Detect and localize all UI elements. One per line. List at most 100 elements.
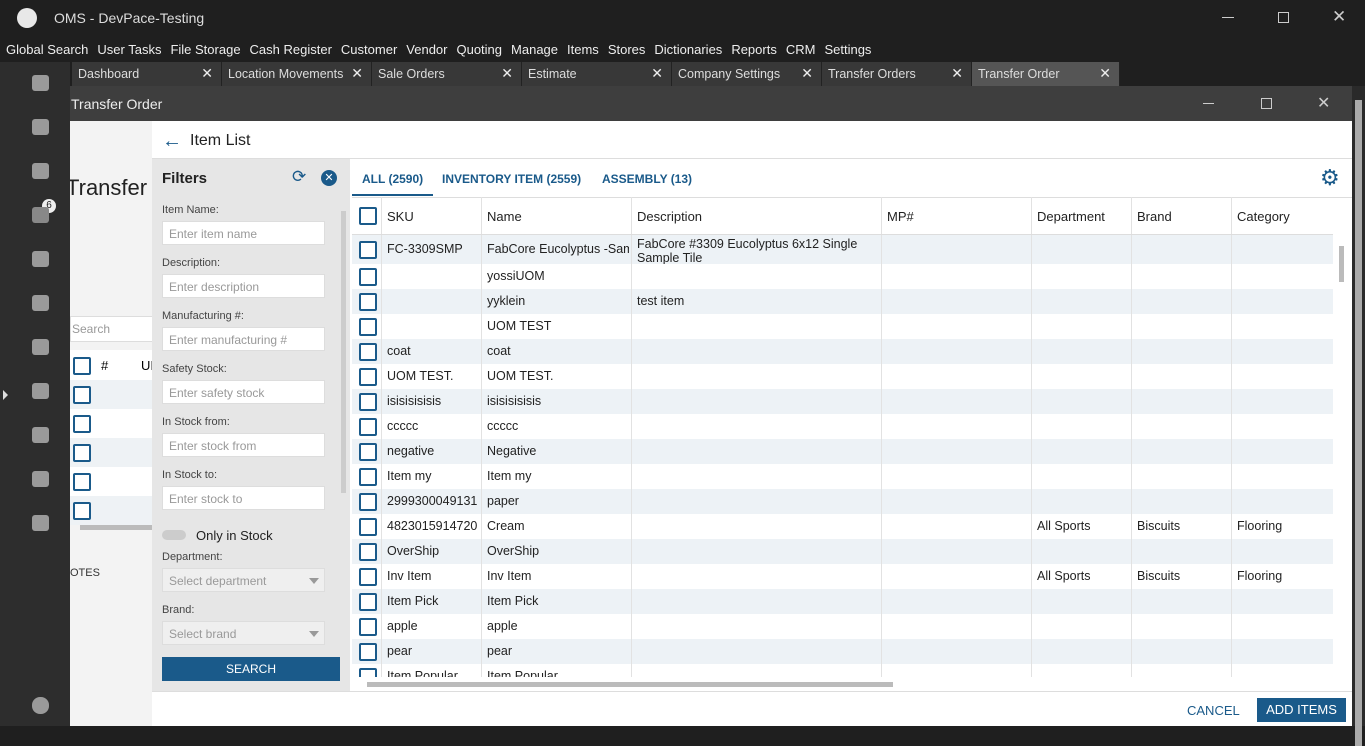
clear[interactable]: ✕ (321, 170, 337, 186)
tab-close[interactable]: ✕ (951, 65, 963, 82)
menu-item[interactable]: CRM (786, 42, 816, 57)
tab-close[interactable]: ✕ (651, 65, 663, 82)
menu-item[interactable]: Stores (608, 42, 646, 57)
table-row[interactable]: cccccccccc (352, 414, 1333, 439)
text-input[interactable]: Enter stock from (162, 433, 325, 457)
checkbox[interactable] (73, 357, 91, 375)
table-row[interactable]: UOM TEST (352, 314, 1333, 339)
toggle[interactable] (162, 530, 186, 540)
refresh[interactable]: ⟳ (292, 167, 306, 187)
type-tab[interactable]: INVENTORY ITEM (2559) (442, 172, 581, 186)
sidebar-icon[interactable] (32, 163, 49, 179)
checkbox[interactable] (359, 568, 377, 586)
sidebar-icon[interactable] (32, 471, 49, 487)
sidebar-icon[interactable] (32, 295, 49, 311)
select[interactable]: Select brand (162, 621, 325, 645)
add-items-button[interactable]: ADD ITEMS (1257, 698, 1346, 722)
menu-item[interactable]: File Storage (170, 42, 240, 57)
checkbox[interactable] (73, 444, 91, 462)
checkbox[interactable] (359, 668, 377, 678)
table-row[interactable]: 2999300049131paper (352, 489, 1333, 514)
table-row[interactable]: Inv ItemInv ItemAll SportsBiscuitsFloori… (352, 564, 1333, 589)
checkbox[interactable] (73, 473, 91, 491)
tab[interactable]: Dashboard✕ (72, 62, 222, 86)
tab-close[interactable]: ✕ (801, 65, 813, 82)
menu-item[interactable]: Vendor (406, 42, 447, 57)
sidebar-icon[interactable] (32, 75, 49, 91)
sidebar-icon[interactable] (32, 427, 49, 443)
table-row[interactable]: Item myItem my (352, 464, 1333, 489)
menu-item[interactable]: Reports (731, 42, 777, 57)
text-input[interactable]: Enter safety stock (162, 380, 325, 404)
search-button[interactable]: SEARCH (162, 657, 340, 681)
menu-item[interactable]: Manage (511, 42, 558, 57)
checkbox[interactable] (359, 518, 377, 536)
table-row[interactable]: Item PopularItem Popular (352, 664, 1333, 677)
menu-item[interactable]: Global Search (6, 42, 88, 57)
table-row[interactable]: coatcoat (352, 339, 1333, 364)
sidebar-icon[interactable] (32, 515, 49, 531)
checkbox[interactable] (359, 241, 377, 259)
checkbox[interactable] (73, 502, 91, 520)
table-row[interactable]: yossiUOM (352, 264, 1333, 289)
menu-item[interactable]: User Tasks (97, 42, 161, 57)
type-tab[interactable]: ALL (2590) (362, 172, 423, 186)
table-row[interactable]: yykleintest item (352, 289, 1333, 314)
text-input[interactable]: Enter manufacturing # (162, 327, 325, 351)
checkbox[interactable] (359, 618, 377, 636)
cancel-button[interactable]: CANCEL (1187, 703, 1240, 718)
table-row[interactable]: UOM TEST.UOM TEST. (352, 364, 1333, 389)
sidebar-icon[interactable] (32, 383, 49, 399)
search[interactable]: Search (70, 316, 152, 342)
checkbox[interactable] (359, 268, 377, 286)
checkbox[interactable] (359, 393, 377, 411)
table-row[interactable]: Item PickItem Pick (352, 589, 1333, 614)
restore[interactable] (1278, 12, 1289, 23)
tab[interactable]: Sale Orders✕ (372, 62, 522, 86)
table-row[interactable]: appleapple (352, 614, 1333, 639)
type-tab[interactable]: ASSEMBLY (13) (602, 172, 692, 186)
minimize[interactable] (1203, 103, 1214, 104)
menu-item[interactable]: Quoting (456, 42, 502, 57)
tab[interactable]: Transfer Orders✕ (822, 62, 972, 86)
text-input[interactable]: Enter item name (162, 221, 325, 245)
settings[interactable]: ⚙ (1320, 165, 1340, 191)
checkbox[interactable] (359, 318, 377, 336)
tab-close[interactable]: ✕ (201, 65, 213, 82)
text-input[interactable]: Enter stock to (162, 486, 325, 510)
sidebar-icon[interactable] (32, 697, 49, 714)
tab[interactable]: Transfer Order✕ (972, 62, 1120, 86)
table-row[interactable]: OverShipOverShip (352, 539, 1333, 564)
checkbox[interactable] (359, 207, 377, 225)
close[interactable]: ✕ (1332, 7, 1346, 27)
table-row[interactable]: isisisisisisisisisisisis (352, 389, 1333, 414)
checkbox[interactable] (359, 368, 377, 386)
checkbox[interactable] (359, 643, 377, 661)
minimize[interactable] (1222, 17, 1234, 18)
tab[interactable]: Estimate✕ (522, 62, 672, 86)
close[interactable]: ✕ (1317, 93, 1330, 113)
tab-close[interactable]: ✕ (1099, 65, 1111, 82)
text-input[interactable]: Enter description (162, 274, 325, 298)
tab[interactable]: Company Settings✕ (672, 62, 822, 86)
checkbox[interactable] (73, 415, 91, 433)
checkbox[interactable] (73, 386, 91, 404)
checkbox[interactable] (359, 293, 377, 311)
tab[interactable]: Location Movements✕ (222, 62, 372, 86)
checkbox[interactable] (359, 443, 377, 461)
menu-item[interactable]: Customer (341, 42, 397, 57)
checkbox[interactable] (359, 543, 377, 561)
checkbox[interactable] (359, 468, 377, 486)
menu-item[interactable]: Dictionaries (654, 42, 722, 57)
sidebar-icon[interactable] (32, 207, 49, 223)
select[interactable]: Select department (162, 568, 325, 592)
table-row[interactable]: FC-3309SMPFabCore Eucolyptus -SampleFabC… (352, 235, 1333, 264)
checkbox[interactable] (359, 418, 377, 436)
menu-item[interactable]: Items (567, 42, 599, 57)
expand[interactable] (3, 390, 8, 400)
sidebar-icon[interactable] (32, 251, 49, 267)
menu-item[interactable]: Cash Register (250, 42, 332, 57)
back[interactable]: ← (162, 130, 182, 153)
table-row[interactable]: negativeNegative (352, 439, 1333, 464)
checkbox[interactable] (359, 593, 377, 611)
